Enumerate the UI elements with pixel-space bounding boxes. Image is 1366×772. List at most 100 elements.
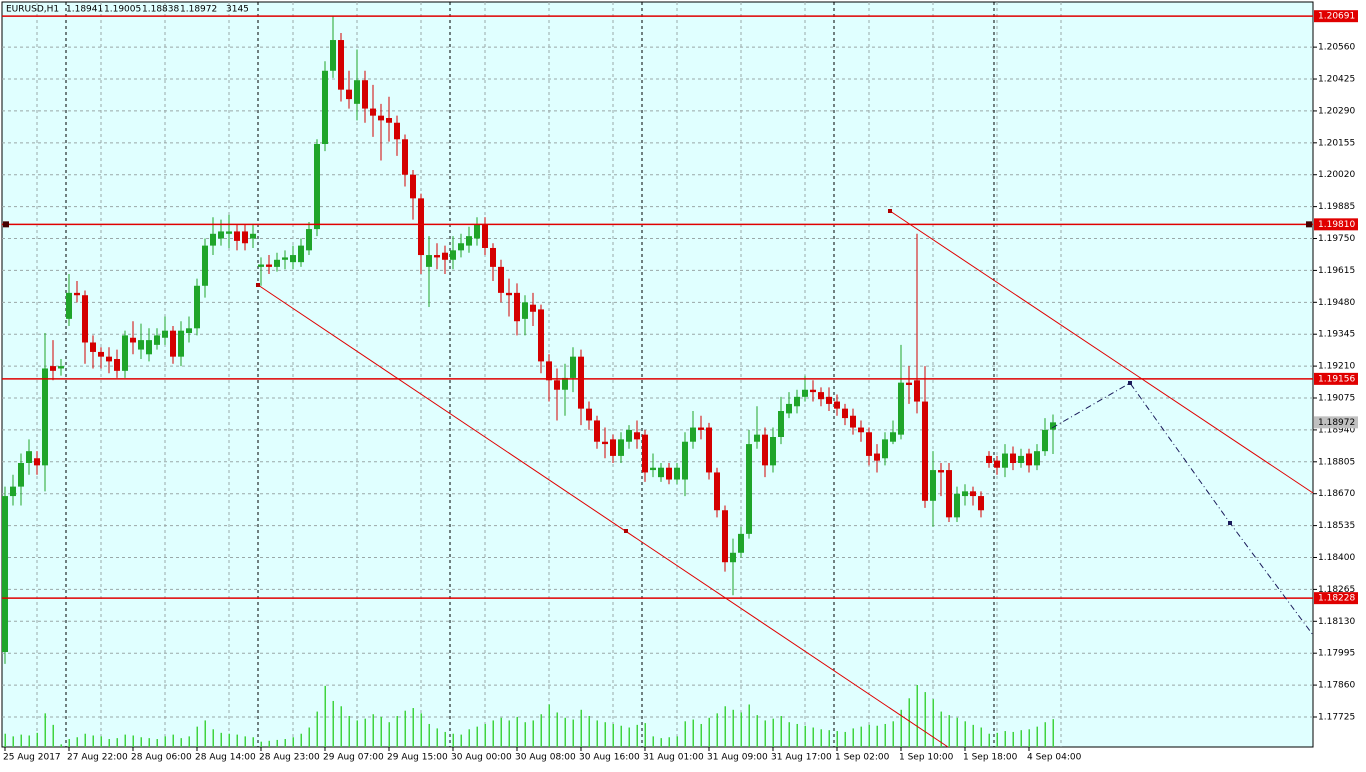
y-tick-label: 1.18265 <box>1318 585 1355 595</box>
volume-bar <box>988 733 990 747</box>
candle-body <box>626 429 632 442</box>
y-tick-label: 1.18805 <box>1318 457 1355 467</box>
candle-body <box>522 302 528 319</box>
volume-bar <box>356 720 358 747</box>
candle-body <box>378 115 384 121</box>
trend-lines <box>256 209 1314 748</box>
candle-body <box>114 359 120 371</box>
x-tick-label: 28 Aug 14:00 <box>195 753 256 763</box>
period-separators <box>65 2 995 747</box>
volume-bar <box>1052 719 1054 747</box>
y-tick-label: 1.17725 <box>1318 712 1355 722</box>
volume-bar <box>860 726 862 747</box>
x-tick-label: 27 Aug 22:00 <box>67 753 128 763</box>
volume-bar <box>596 720 598 747</box>
candle-body <box>274 259 280 267</box>
candle-body <box>426 255 432 267</box>
y-tick-label: 1.17995 <box>1318 649 1355 659</box>
candle-body <box>338 40 344 90</box>
candle-body <box>1002 453 1008 468</box>
candle-body <box>354 80 360 104</box>
candle-body <box>866 432 872 456</box>
candle-body <box>154 335 160 345</box>
candle-body <box>346 89 352 100</box>
volume-bar <box>308 727 310 747</box>
candle-body <box>418 198 424 256</box>
x-tick-label: 28 Aug 23:00 <box>259 753 320 763</box>
candle-body <box>186 328 192 334</box>
candle-body <box>146 340 152 355</box>
x-tick-label: 31 Aug 01:00 <box>643 753 704 763</box>
price-axis: 1.20560 1.20425 1.20290 1.20155 1.20020 1.198… <box>3 43 1358 763</box>
last-volume: 3145 <box>226 5 249 15</box>
x-tick-label: 1 Sep 10:00 <box>899 753 954 763</box>
volume-bar <box>108 739 110 747</box>
levels: 1.20691 1.19810 1.19156 1.18228 <box>2 10 1358 605</box>
volume-bar <box>1044 722 1046 747</box>
volume-bar <box>884 723 886 747</box>
candle-body <box>642 434 648 473</box>
symbol: EURUSD,H1 <box>6 5 59 15</box>
volume-bar <box>324 685 326 747</box>
candle-body <box>2 496 8 653</box>
candle-body <box>298 245 304 263</box>
volumes <box>4 685 1054 747</box>
volume-bar <box>948 715 950 747</box>
candle-body <box>810 389 816 393</box>
volume-bar <box>428 723 430 747</box>
volume-bar <box>676 736 678 747</box>
y-tick-label: 1.20020 <box>1318 170 1355 180</box>
volume-bar <box>868 724 870 747</box>
candle-body <box>178 330 184 357</box>
volume-bar <box>332 700 334 747</box>
candle-body <box>570 356 576 378</box>
volume-bar <box>996 732 998 747</box>
volume-bar <box>700 723 702 747</box>
y-tick-label: 1.18535 <box>1318 521 1355 531</box>
volume-bar <box>300 733 302 747</box>
candle-body <box>506 292 512 296</box>
candle-body <box>74 292 80 296</box>
candle-body <box>1050 422 1056 430</box>
volume-bar <box>772 718 774 747</box>
volume-bar <box>188 736 190 747</box>
volume-bar <box>252 737 254 747</box>
volume-bar <box>532 720 534 747</box>
volume-bar <box>852 728 854 747</box>
volume-bar <box>764 720 766 747</box>
y-tick-label: 1.18940 <box>1318 425 1355 435</box>
y-tick-label: 1.20425 <box>1318 75 1355 85</box>
volume-bar <box>668 737 670 747</box>
last-open: 1.18941 <box>66 5 103 15</box>
volume-bar <box>620 725 622 747</box>
x-tick-label: 29 Aug 15:00 <box>387 753 448 763</box>
volume-bar <box>508 720 510 747</box>
volume-bar <box>796 723 798 747</box>
candle-body <box>394 122 400 140</box>
candle-body <box>410 174 416 199</box>
level-label-box <box>1314 592 1358 605</box>
candle-body <box>602 441 608 445</box>
volume-bar <box>908 698 910 747</box>
candle-body <box>658 467 664 478</box>
candle-body <box>898 382 904 435</box>
x-tick-label: 1 Sep 02:00 <box>835 753 890 763</box>
candle-body <box>970 491 976 497</box>
candle-body <box>130 337 136 343</box>
x-tick-label: 31 Aug 09:00 <box>707 753 768 763</box>
volume-bar <box>548 704 550 747</box>
volume-bar <box>1012 731 1014 747</box>
anchor <box>1128 381 1132 385</box>
volume-bar <box>4 733 6 747</box>
y-tick-label: 1.17860 <box>1318 681 1355 691</box>
volume-bar <box>684 721 686 747</box>
candle-body <box>18 462 24 487</box>
price-marker <box>1314 416 1358 429</box>
candle-body <box>466 236 472 246</box>
y-tick-label: 1.19210 <box>1318 362 1355 372</box>
candle-body <box>234 231 240 241</box>
candle-body <box>498 266 504 293</box>
candle-body <box>362 80 368 109</box>
candle-body <box>978 496 984 511</box>
